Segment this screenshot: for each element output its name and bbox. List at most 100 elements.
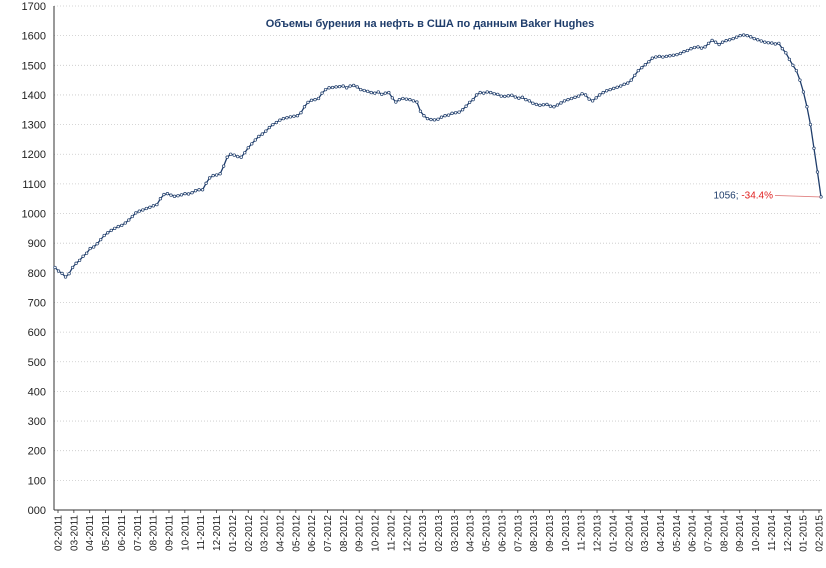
data-point — [485, 90, 489, 94]
data-point — [422, 114, 426, 118]
data-point — [801, 90, 806, 94]
data-point — [633, 73, 637, 78]
data-point — [77, 258, 82, 263]
data-point — [650, 56, 654, 60]
data-point — [594, 96, 598, 100]
x-tick-label: 11-2013 — [577, 515, 588, 551]
data-point — [383, 91, 387, 95]
chart-title: Объемы бурения на нефть в США по данным … — [266, 18, 595, 30]
data-point — [253, 138, 257, 142]
x-tick-label: 08-2012 — [339, 515, 350, 552]
x-tick-label: 11-2014 — [767, 515, 778, 551]
data-point — [292, 114, 296, 118]
x-tick-label: 04-2011 — [85, 515, 96, 551]
data-point — [664, 54, 669, 59]
data-point — [63, 275, 68, 279]
x-tick-label: 07-2014 — [704, 515, 715, 552]
data-point — [731, 36, 735, 41]
y-tick-label: 1500 — [22, 60, 46, 72]
data-point — [559, 101, 563, 105]
x-tick-label: 07-2013 — [513, 515, 524, 552]
data-point — [404, 97, 409, 101]
y-tick-label: 1700 — [22, 1, 46, 13]
x-tick-label: 05-2013 — [482, 515, 493, 552]
data-point — [123, 221, 127, 225]
data-point — [278, 118, 282, 122]
data-point — [127, 218, 131, 222]
data-point — [401, 96, 405, 101]
data-point — [56, 269, 61, 273]
data-point — [671, 53, 676, 57]
data-point — [699, 46, 704, 50]
data-point — [615, 85, 619, 89]
data-point — [608, 87, 612, 92]
data-point — [193, 189, 198, 193]
data-point — [113, 226, 117, 231]
x-tick-label: 07-2012 — [323, 515, 334, 552]
data-point — [116, 224, 120, 229]
x-tick-label: 12-2013 — [593, 515, 604, 552]
data-point — [717, 42, 721, 47]
data-point — [134, 211, 138, 215]
data-point — [513, 95, 517, 99]
data-point — [316, 96, 321, 101]
x-tick-label: 08-2013 — [529, 515, 540, 552]
data-point — [246, 146, 250, 150]
data-point — [162, 192, 166, 197]
data-point — [727, 38, 732, 42]
data-point — [597, 93, 602, 97]
x-tick-label: 03-2011 — [69, 515, 80, 551]
x-tick-label: 01-2014 — [608, 515, 619, 552]
data-point — [735, 35, 739, 39]
data-point — [179, 193, 184, 197]
data-point — [482, 91, 486, 95]
x-tick-label: 11-2012 — [386, 515, 397, 551]
data-point — [387, 90, 391, 95]
data-point — [186, 192, 191, 196]
data-point — [67, 272, 71, 276]
data-point — [236, 154, 240, 159]
data-point — [506, 94, 510, 98]
data-point — [102, 233, 106, 238]
data-point — [369, 90, 373, 95]
data-point — [710, 38, 714, 43]
data-point — [222, 164, 226, 168]
data-point — [678, 51, 683, 56]
data-point — [204, 181, 208, 185]
data-point — [446, 113, 451, 117]
data-point — [211, 173, 215, 178]
data-point — [815, 170, 820, 174]
data-point — [706, 41, 711, 46]
y-tick-label: 100 — [28, 475, 46, 487]
x-tick-label: 02-2013 — [434, 515, 445, 552]
data-point — [172, 194, 177, 198]
data-point — [320, 91, 324, 95]
data-point — [573, 95, 577, 99]
data-point — [95, 242, 99, 246]
y-tick-label: 700 — [28, 297, 46, 309]
data-point — [555, 103, 560, 107]
data-point — [749, 35, 753, 39]
data-point — [81, 254, 85, 258]
data-point — [720, 40, 725, 44]
x-tick-label: 12-2011 — [212, 515, 223, 551]
x-tick-label: 10-2012 — [371, 515, 382, 552]
data-point — [640, 66, 644, 70]
data-point — [738, 33, 742, 38]
data-point — [197, 188, 201, 192]
x-tick-label: 03-2012 — [260, 515, 271, 552]
data-point — [777, 41, 781, 46]
data-point — [309, 98, 314, 102]
data-point — [288, 115, 293, 119]
y-tick-label: 300 — [28, 416, 46, 428]
y-tick-label: 900 — [28, 238, 46, 250]
data-point — [713, 40, 718, 44]
data-point — [267, 125, 271, 130]
data-point — [545, 102, 549, 107]
data-point — [489, 90, 493, 95]
data-point — [520, 95, 524, 99]
data-point — [689, 47, 693, 51]
callout-label: 1056; -34.4% — [714, 190, 774, 201]
data-point — [576, 94, 581, 98]
data-point — [88, 246, 92, 251]
